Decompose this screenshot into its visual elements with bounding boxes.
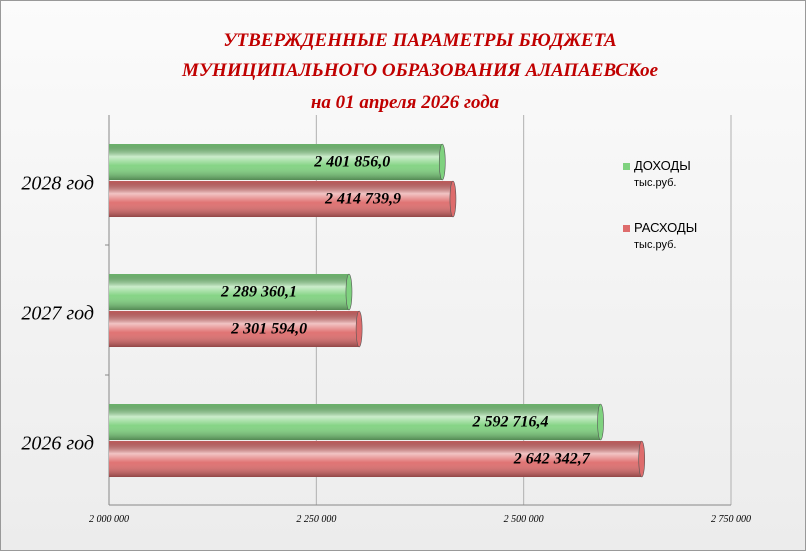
value-label: 2 642 342,7 xyxy=(513,451,591,468)
bar-cap xyxy=(355,310,363,348)
bar-cap xyxy=(449,180,457,218)
value-label: 2 414 739,9 xyxy=(324,191,401,208)
legend-unit: тыс.руб. xyxy=(634,239,676,251)
bar-shine xyxy=(109,274,349,310)
bar-shine xyxy=(109,181,453,217)
legend-label: ДОХОДЫ xyxy=(634,158,691,173)
bar-shine xyxy=(109,311,360,347)
y-tick-label: 2026 год xyxy=(21,433,94,455)
value-label: 2 289 360,1 xyxy=(220,284,297,301)
chart-title: МУНИЦИПАЛЬНОГО ОБРАЗОВАНИЯ АЛАПАЕВСКое xyxy=(181,60,659,81)
bar-shine xyxy=(109,404,601,440)
chart-subtitle: на 01 апреля 2026 года xyxy=(311,92,500,113)
y-tick-label: 2027 год xyxy=(21,303,94,325)
legend-unit: тыс.руб. xyxy=(634,177,676,189)
bar-shine xyxy=(109,441,642,477)
x-tick-label: 2 500 000 xyxy=(504,514,544,525)
value-label: 2 301 594,0 xyxy=(230,321,307,338)
bar-cap xyxy=(597,403,604,441)
bar-shine xyxy=(109,144,443,180)
legend-label: РАСХОДЫ xyxy=(634,220,697,235)
legend-swatch xyxy=(623,225,630,232)
x-tick-label: 2 750 000 xyxy=(711,514,751,525)
bar-cap xyxy=(638,440,646,478)
value-label: 2 401 856,0 xyxy=(313,154,390,171)
bar-cap xyxy=(438,143,446,181)
x-tick-label: 2 000 000 xyxy=(89,514,129,525)
value-label: 2 592 716,4 xyxy=(472,414,549,431)
bar-cap xyxy=(345,273,353,311)
chart-title: УТВЕРЖДЕННЫЕ ПАРАМЕТРЫ БЮДЖЕТА xyxy=(223,30,616,51)
y-tick-label: 2028 год xyxy=(21,173,94,195)
legend-swatch xyxy=(623,163,630,170)
x-tick-label: 2 250 000 xyxy=(296,514,336,525)
